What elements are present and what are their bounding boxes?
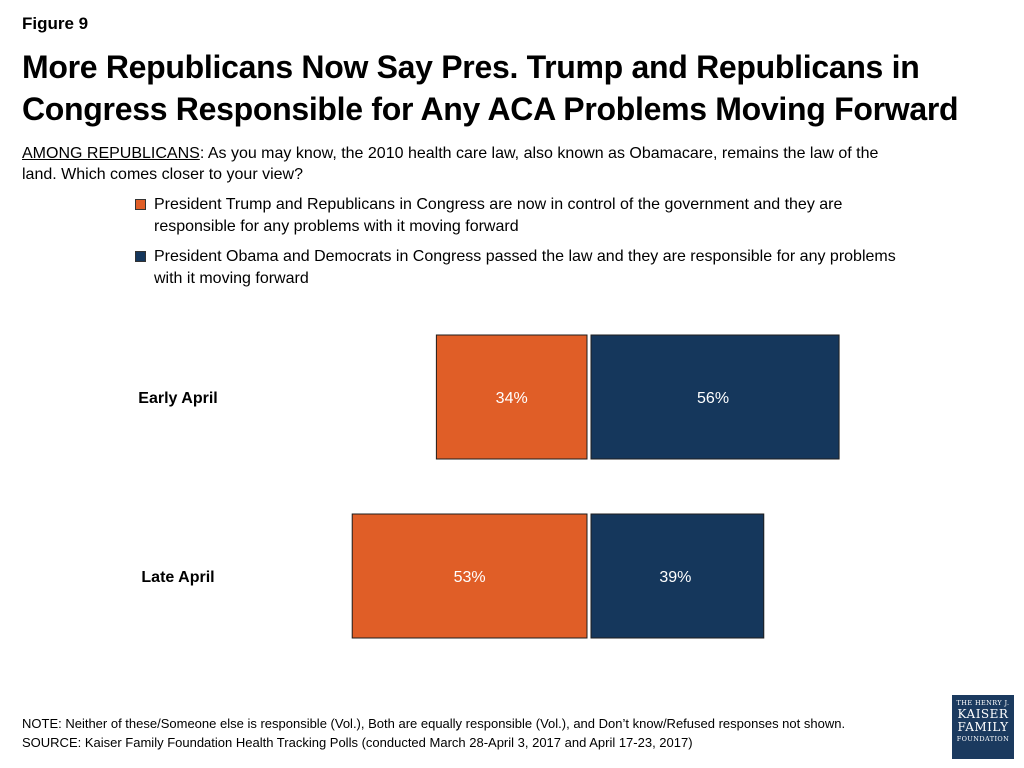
- legend-item-obama: President Obama and Democrats in Congres…: [135, 246, 925, 290]
- source-text: SOURCE: Kaiser Family Foundation Health …: [22, 735, 693, 750]
- bar-obama: [590, 334, 840, 460]
- category-label: Late April: [141, 569, 214, 586]
- bar-trump: [435, 334, 588, 460]
- bar-chart: Early April 34% 56% Late April 53% 39%: [138, 334, 840, 639]
- note-text: NOTE: Neither of these/Someone else is r…: [22, 716, 846, 731]
- chart-legend: President Trump and Republicans in Congr…: [135, 194, 925, 298]
- legend-label-obama: President Obama and Democrats in Congres…: [154, 248, 896, 287]
- figure-label: Figure 9: [22, 14, 89, 33]
- bar-value-label: 56%: [697, 390, 729, 407]
- category-label: Early April: [138, 390, 217, 407]
- bar-value-label: 39%: [659, 569, 691, 586]
- kff-logo: THE HENRY J. KAISER FAMILY FOUNDATION: [952, 695, 1014, 759]
- question-text: AMONG REPUBLICANS: As you may know, the …: [22, 143, 902, 185]
- bar-value-label: 53%: [454, 569, 486, 586]
- bar-value-label: 34%: [496, 390, 528, 407]
- legend-item-trump: President Trump and Republicans in Congr…: [135, 194, 925, 238]
- chart-footnote: NOTE: Neither of these/Someone else is r…: [22, 714, 942, 752]
- question-body: : As you may know, the 2010 health care …: [22, 145, 879, 183]
- question-prefix: AMONG REPUBLICANS: [22, 145, 200, 162]
- bar-trump: [351, 513, 588, 639]
- legend-swatch-obama: [135, 251, 146, 262]
- legend-swatch-trump: [135, 199, 146, 210]
- bar-obama: [590, 513, 765, 639]
- legend-label-trump: President Trump and Republicans in Congr…: [154, 196, 843, 235]
- chart-title: More Republicans Now Say Pres. Trump and…: [22, 49, 959, 127]
